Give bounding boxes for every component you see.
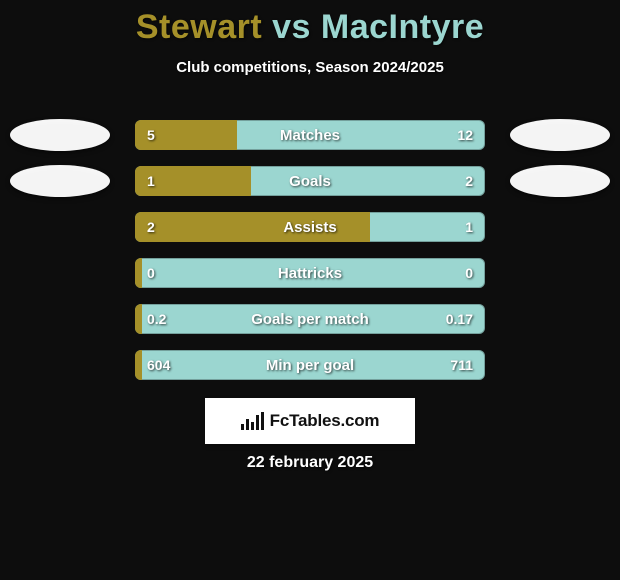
subtitle: Club competitions, Season 2024/2025 [0, 59, 620, 76]
stat-bar-left [135, 350, 142, 380]
player2-avatar [510, 165, 610, 197]
stat-label: Min per goal [135, 350, 485, 380]
stat-row: 0.20.17Goals per match [0, 304, 620, 334]
stat-row: 21Assists [0, 212, 620, 242]
stat-bar-left [135, 304, 142, 334]
stat-row: 512Matches [0, 120, 620, 150]
stat-value-right: 2 [453, 166, 485, 196]
stat-bar-left [135, 166, 251, 196]
stat-bar-left [135, 120, 237, 150]
stat-bar-left [135, 258, 142, 288]
stats-container: 512Matches 12Goals 21Assists 00Hattricks 0.2… [0, 120, 620, 396]
stat-bar-track: 00Hattricks [135, 258, 485, 288]
stat-bar-track: 512Matches [135, 120, 485, 150]
page-title: Stewart vs MacIntyre [0, 0, 620, 47]
stat-value-right: 0 [453, 258, 485, 288]
stat-label: Goals per match [135, 304, 485, 334]
stat-row: 00Hattricks [0, 258, 620, 288]
stat-row: 12Goals [0, 166, 620, 196]
vs-text: vs [272, 8, 311, 46]
stat-value-right: 0.17 [434, 304, 485, 334]
stat-value-right: 12 [445, 120, 485, 150]
player2-avatar [510, 119, 610, 151]
stat-value-right: 711 [438, 350, 485, 380]
stat-value-left: 604 [135, 350, 182, 380]
stat-value-right: 1 [453, 212, 485, 242]
player2-name: MacIntyre [321, 8, 484, 46]
player1-name: Stewart [136, 8, 262, 46]
stat-bar-track: 0.20.17Goals per match [135, 304, 485, 334]
date-text: 22 february 2025 [0, 454, 620, 472]
stat-bar-track: 12Goals [135, 166, 485, 196]
stat-bar-left [135, 212, 370, 242]
player1-avatar [10, 165, 110, 197]
stat-label: Hattricks [135, 258, 485, 288]
stat-row: 604 711Min per goal [0, 350, 620, 380]
brand-badge[interactable]: FcTables.com [205, 398, 415, 444]
stat-bar-track: 21Assists [135, 212, 485, 242]
player1-avatar [10, 119, 110, 151]
brand-text: FcTables.com [270, 411, 380, 431]
bar-chart-icon [241, 412, 264, 430]
stat-bar-track: 604 711Min per goal [135, 350, 485, 380]
